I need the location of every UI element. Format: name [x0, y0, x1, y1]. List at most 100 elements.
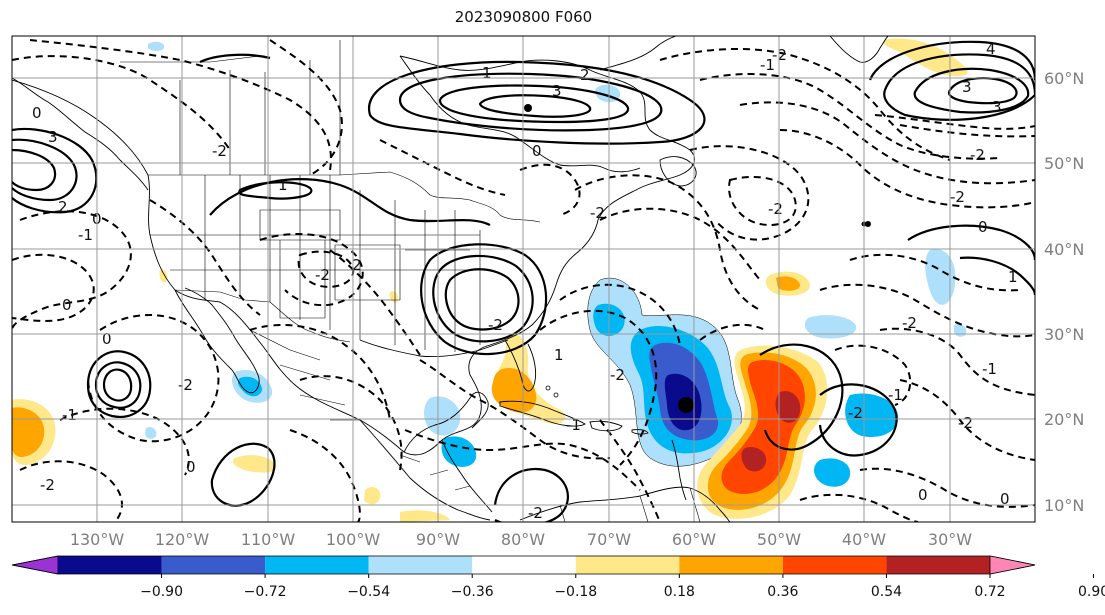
- central-america-borders: [399, 454, 471, 491]
- neg-fill-region: [804, 315, 857, 339]
- contour-line: [210, 442, 276, 507]
- pos-fill-region: [741, 446, 767, 472]
- contour-line: [297, 250, 355, 288]
- contour-label: 1: [1008, 268, 1018, 286]
- contour-line: [874, 114, 1035, 130]
- contour-label: 2: [580, 66, 590, 84]
- coastline-gulf: [359, 339, 509, 358]
- contour-line: [899, 124, 1035, 138]
- pressure-center-marker: [524, 104, 532, 112]
- contour-line: [12, 210, 132, 331]
- lon-label: 60°W: [672, 530, 716, 549]
- contour-label: -2: [488, 316, 503, 334]
- contour-line: [849, 253, 1021, 292]
- neg-fill-region: [441, 436, 477, 467]
- contour-line: [689, 145, 810, 241]
- contour-label: -2: [528, 504, 543, 522]
- contour-label: -2: [768, 200, 783, 218]
- pos-fill-region: [232, 455, 277, 473]
- contour-label: 1: [482, 64, 492, 82]
- colorbar-tick-label: 0.72: [974, 584, 1005, 600]
- coastline-south-america: [519, 486, 731, 522]
- pos-fill-region: [159, 269, 168, 283]
- contour-line: [404, 429, 641, 491]
- contour-line: [12, 138, 78, 202]
- coastline-labrador: [599, 36, 677, 71]
- contour-label: 3: [552, 82, 562, 100]
- colorbar-segments: [11, 555, 1036, 575]
- colorbar-tick-label: −0.18: [554, 584, 597, 600]
- contour-line: [879, 327, 1035, 396]
- contour-label: 0: [32, 104, 42, 122]
- contour-line: [398, 72, 663, 132]
- coastline-puerto-rico: [631, 429, 649, 435]
- neg-fill-region: [814, 458, 851, 487]
- contour-label: 2: [352, 256, 362, 274]
- contour-label: 0: [1000, 490, 1010, 508]
- contour-label: -2: [40, 476, 55, 494]
- contour-line: [19, 460, 123, 522]
- coastline-caribbean-isthmus: [441, 439, 493, 513]
- contour-line: [883, 53, 1035, 121]
- lon-label: 40°W: [842, 530, 886, 549]
- contour-line: [432, 254, 534, 343]
- contour-line: [12, 55, 231, 151]
- coastline-greenland: [829, 36, 889, 63]
- coastlines: [12, 36, 889, 522]
- contour-line: [599, 419, 661, 522]
- colorbar-tick-label: 0.18: [664, 584, 695, 600]
- coastline-central-america: [359, 419, 491, 521]
- colorbar-segment: [265, 556, 369, 574]
- contour-label: -1: [78, 226, 93, 244]
- graticule: [12, 36, 1035, 522]
- contour-line: [659, 47, 951, 161]
- contour-label: -2: [950, 188, 965, 206]
- map-frame: [11, 35, 1036, 523]
- lon-label: 80°W: [501, 530, 545, 549]
- colorbar-segment: [575, 556, 680, 574]
- contour-line: [493, 467, 569, 522]
- neg-fill-region: [148, 41, 165, 51]
- colorbar-extend-left: [11, 555, 59, 575]
- coastline-north-america: [12, 55, 695, 456]
- lat-label: 60°N: [1044, 69, 1084, 88]
- page-title: 2023090800 F060: [454, 8, 593, 26]
- colorbar-ticks: −0.90 −0.72 −0.54 −0.36 −0.18 0.18 0.36 0.54 0.7…: [140, 574, 1105, 600]
- colorbar-tick-label: −0.90: [140, 584, 183, 600]
- coastline-baja: [174, 287, 260, 394]
- lon-label: 100°W: [326, 530, 381, 549]
- colorbar-tick-label: 0.90: [1078, 584, 1105, 600]
- coastline-florida: [504, 339, 537, 392]
- contour-label: -2: [970, 146, 985, 164]
- contour-label: -1: [566, 416, 581, 434]
- contour-line: [289, 429, 361, 522]
- contour-line: [419, 359, 611, 460]
- contour-line: [444, 268, 520, 331]
- contour-line: [299, 375, 403, 471]
- contour-label: 0: [978, 218, 988, 236]
- lon-label: 30°W: [928, 530, 972, 549]
- contour-line: [478, 94, 592, 118]
- contours-dashed: [12, 39, 1035, 522]
- contour-line: [539, 309, 658, 466]
- contour-label: 3: [962, 78, 972, 96]
- pos-fill-region: [775, 391, 801, 423]
- lat-label: 10°N: [1044, 496, 1084, 515]
- contour-label: 0: [918, 486, 928, 504]
- contour-label: 1: [554, 346, 564, 364]
- contour-line: [199, 53, 271, 64]
- colorbar-tick-label: 0.54: [871, 584, 902, 600]
- lon-label: 110°W: [241, 530, 296, 549]
- contour-line: [12, 253, 95, 323]
- colorbar-segment: [472, 556, 576, 574]
- contour-label: -2: [610, 366, 625, 384]
- contour-line: [420, 243, 548, 356]
- contour-label: -1: [982, 360, 997, 378]
- pos-fill-region: [389, 291, 398, 303]
- contour-line: [59, 407, 190, 476]
- lon-label: 70°W: [587, 530, 631, 549]
- pos-fill-region: [364, 487, 381, 505]
- lon-label: 90°W: [416, 530, 460, 549]
- colorbar-tick-label: −0.54: [347, 584, 390, 600]
- contour-line: [779, 129, 1035, 209]
